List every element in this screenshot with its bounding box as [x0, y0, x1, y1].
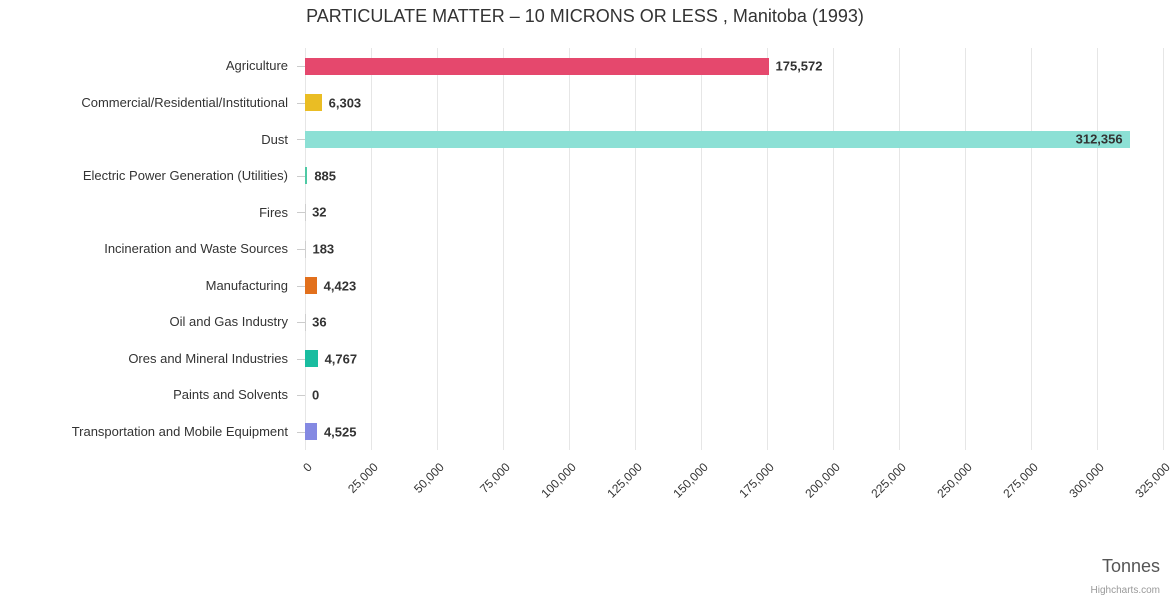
bar-row: Fires 32 — [0, 194, 1163, 231]
bar-row: Commercial/Residential/Institutional 6,30… — [0, 85, 1163, 122]
bar-value-label: 6,303 — [328, 95, 362, 111]
rows-layer: Agriculture 175,572 Commercial/Residential… — [0, 48, 1163, 450]
gridline — [503, 48, 504, 450]
bar-track: 312,356 — [305, 121, 1163, 158]
category-label: Ores and Mineral Industries — [128, 350, 288, 366]
bar-transportation-and-mobile-equipment[interactable]: 4,525 — [305, 423, 356, 441]
bar-value-label: 312,356 — [1075, 131, 1123, 147]
gridline — [569, 48, 570, 450]
gridline — [1097, 48, 1098, 450]
bar-manufacturing[interactable]: 4,423 — [305, 277, 356, 295]
gridline — [437, 48, 438, 450]
x-axis-tick-label: 150,000 — [670, 460, 711, 501]
bar-row: Paints and Solvents 0 — [0, 377, 1163, 414]
category-label: Fires — [259, 204, 288, 220]
category-label: Commercial/Residential/Institutional — [81, 95, 288, 111]
bar-track: 0 — [305, 377, 1163, 414]
bar-track: 4,423 — [305, 267, 1163, 304]
x-axis-tick-label: 175,000 — [736, 460, 777, 501]
bar-value-label: 4,767 — [324, 351, 358, 367]
x-axis-tick-label: 275,000 — [1000, 460, 1041, 501]
gridline — [305, 48, 306, 450]
gridline — [898, 48, 900, 450]
gridline — [371, 48, 372, 450]
y-axis-tick — [288, 340, 305, 377]
bar-commercial-residential-institutional[interactable]: 6,303 — [305, 94, 361, 112]
category-label: Agriculture — [225, 58, 288, 74]
x-axis-title: Tonnes — [1101, 556, 1160, 576]
bar-track: 36 — [305, 304, 1163, 341]
x-axis-tick-label: 0 — [300, 460, 315, 475]
bar-row: Electric Power Generation (Utilities) 885 — [0, 158, 1163, 195]
y-axis-tick — [288, 231, 305, 268]
y-axis-tick — [288, 267, 305, 304]
x-axis-tick-label: 225,000 — [868, 460, 909, 501]
bar-row: Dust 312,356 — [0, 121, 1163, 158]
x-axis-tick-label: 325,000 — [1132, 460, 1170, 501]
y-axis-tick — [288, 85, 305, 122]
gridline — [1031, 48, 1032, 450]
bar-value-label: 885 — [314, 168, 337, 184]
y-axis-tick — [288, 48, 305, 85]
bar-row: Incineration and Waste Sources 183 — [0, 231, 1163, 268]
bar-track: 4,525 — [305, 413, 1163, 450]
x-axis-tick-label: 200,000 — [802, 460, 843, 501]
y-axis-tick — [288, 304, 305, 341]
x-axis-tick-label: 250,000 — [934, 460, 975, 501]
category-label: Manufacturing — [205, 277, 288, 293]
bar-value-label: 183 — [312, 241, 335, 257]
bar-ores-and-mineral-industries[interactable]: 4,767 — [305, 350, 357, 368]
bar-track: 4,767 — [305, 340, 1163, 377]
category-label: Incineration and Waste Sources — [104, 241, 288, 257]
category-label: Electric Power Generation (Utilities) — [82, 168, 288, 184]
category-label: Oil and Gas Industry — [169, 314, 289, 330]
x-axis-tick-label: 300,000 — [1066, 460, 1107, 501]
gridline — [767, 48, 768, 450]
x-axis-tick-label: 25,000 — [345, 460, 381, 496]
gridline — [701, 48, 702, 450]
bar-dust[interactable]: 312,356 — [305, 130, 1130, 148]
gridline — [833, 48, 834, 450]
bar-row: Oil and Gas Industry 36 — [0, 304, 1163, 341]
gridline — [635, 48, 636, 450]
bar-row: Transportation and Mobile Equipment 4,525 — [0, 413, 1163, 450]
bar-row: Ores and Mineral Industries 4,767 — [0, 340, 1163, 377]
category-label: Paints and Solvents — [173, 387, 288, 403]
x-axis-tick-labels: 0 25,000 50,000 75,000 100,000 125,000 150,000… — [300, 460, 1170, 540]
bar-agriculture[interactable]: 175,572 — [305, 57, 823, 75]
y-axis-tick — [288, 413, 305, 450]
bar-value-label: 32 — [312, 204, 327, 220]
bar-row: Agriculture 175,572 — [0, 48, 1163, 85]
bar-value-label: 4,525 — [323, 424, 357, 440]
gridline — [1163, 48, 1164, 450]
x-axis-tick-label: 75,000 — [477, 460, 513, 496]
x-axis-tick-label: 125,000 — [604, 460, 645, 501]
highcharts-credit-link[interactable]: Highcharts.com — [1090, 585, 1160, 596]
y-axis-tick — [288, 194, 305, 231]
bar-track: 885 — [305, 158, 1163, 195]
bar-value-label: 0 — [312, 387, 320, 403]
x-axis-tick-label: 100,000 — [538, 460, 579, 501]
bar-value-label: 36 — [312, 314, 327, 330]
bar-value-label: 175,572 — [775, 58, 823, 74]
bar-value-label: 4,423 — [323, 278, 357, 294]
bar-track: 183 — [305, 231, 1163, 268]
bar-electric-power-generation-utilities[interactable]: 885 — [305, 167, 336, 185]
bar-row: Manufacturing 4,423 — [0, 267, 1163, 304]
category-label: Transportation and Mobile Equipment — [71, 423, 288, 439]
x-axis-tick-label: 50,000 — [411, 460, 447, 496]
category-label: Dust — [261, 131, 288, 147]
bar-track: 175,572 — [305, 48, 1163, 85]
y-axis-tick — [288, 377, 305, 414]
bar-track: 32 — [305, 194, 1163, 231]
bar-track: 6,303 — [305, 85, 1163, 122]
y-axis-tick — [288, 121, 305, 158]
gridline — [965, 48, 966, 450]
chart-title: PARTICULATE MATTER – 10 MICRONS OR LESS … — [306, 6, 864, 26]
grid-layer — [305, 48, 1164, 450]
y-axis-tick — [288, 158, 305, 195]
